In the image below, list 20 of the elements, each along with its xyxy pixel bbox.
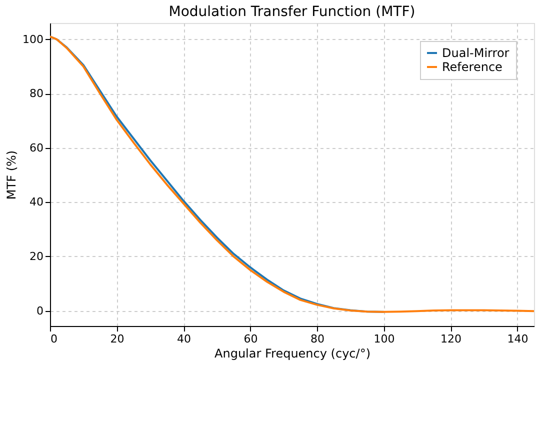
legend-label: Dual-Mirror: [442, 46, 510, 60]
x-tick-label: 140: [507, 332, 528, 346]
x-tick-label: 40: [177, 332, 192, 346]
y-tick-label: 80: [30, 87, 44, 100]
x-tick-label: 120: [440, 332, 462, 346]
y-tick-label: 20: [30, 250, 44, 263]
legend-label: Reference: [442, 60, 502, 74]
y-tick-label: 40: [30, 196, 44, 209]
y-tick-label: 60: [30, 141, 44, 154]
x-tick-label: 0: [50, 332, 58, 346]
x-tick-label: 20: [110, 332, 124, 346]
y-tick-label: 0: [36, 304, 44, 318]
x-axis-title: Angular Frequency (cyc/°): [214, 346, 370, 360]
x-tick-label: 100: [374, 332, 395, 346]
line-series: [50, 36, 534, 313]
x-tick-label: 80: [310, 332, 325, 346]
y-tick-label: 100: [22, 32, 44, 46]
chart-title: Modulation Transfer Function (MTF): [168, 4, 416, 20]
y-axis-title: MTF (%): [4, 150, 19, 200]
x-tick-label: 60: [244, 332, 258, 346]
